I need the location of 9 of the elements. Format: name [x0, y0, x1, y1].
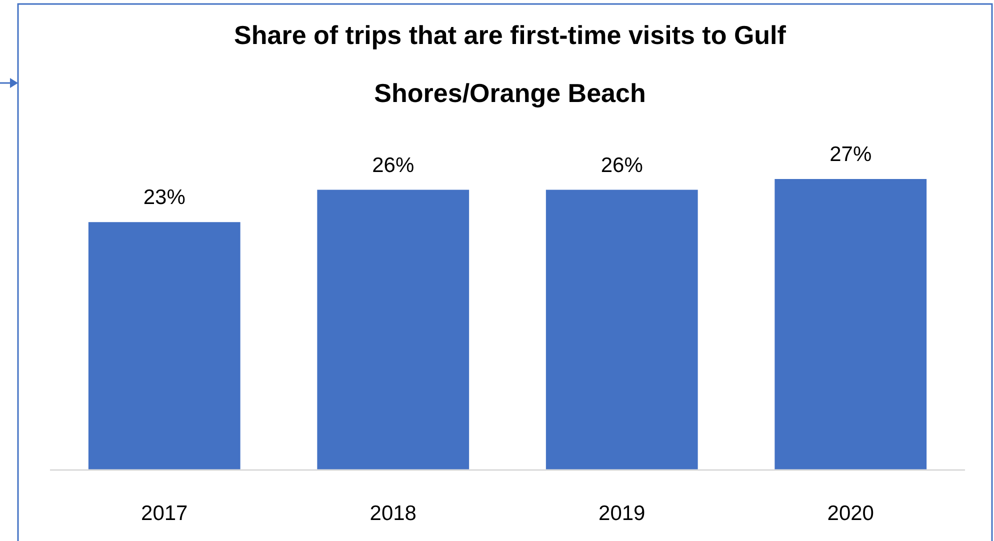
x-tick-label: 2020	[827, 502, 874, 525]
x-tick-label: 2019	[598, 502, 646, 525]
data-label: 23%	[143, 186, 186, 210]
data-label: 27%	[830, 143, 872, 166]
data-label: 26%	[600, 154, 643, 177]
chart-title: Share of trips that are first-time visits to Gulf Shores/Orange Beach	[234, 20, 786, 108]
data-label: 26%	[372, 154, 414, 177]
x-tick-label: 2017	[141, 502, 188, 525]
x-tick-label: 2018	[370, 502, 416, 525]
